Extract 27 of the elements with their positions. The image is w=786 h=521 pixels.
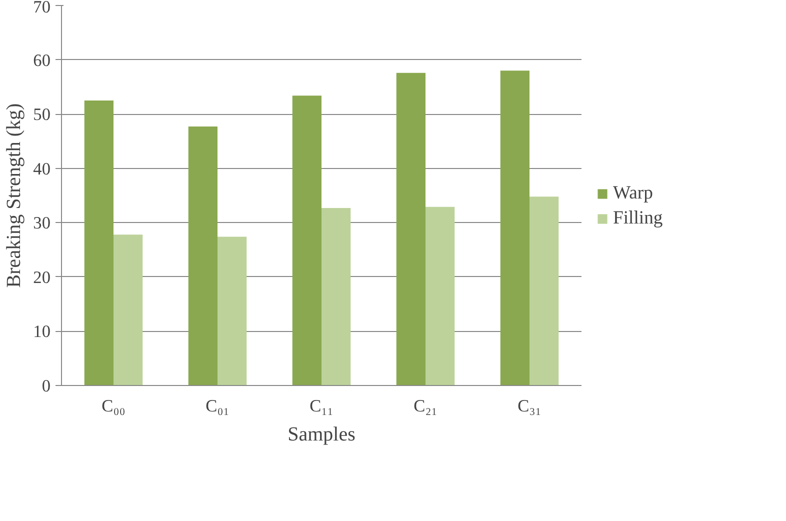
bar xyxy=(500,70,530,386)
x-tick-label: C₀₀ xyxy=(102,396,126,416)
bar xyxy=(292,96,322,386)
y-tick-label: 0 xyxy=(42,376,51,396)
x-tick-label: C₁₁ xyxy=(310,396,334,416)
x-tick-label: C₂₁ xyxy=(414,396,438,416)
bar xyxy=(426,206,455,386)
y-tick-label: 10 xyxy=(33,322,50,342)
bar xyxy=(530,196,559,386)
x-tick-label: C₃₁ xyxy=(518,396,542,416)
bar xyxy=(322,208,351,386)
legend-label: Warp xyxy=(613,182,653,204)
bar xyxy=(188,126,218,386)
y-tick-label: 20 xyxy=(33,268,50,287)
y-tick-label: 40 xyxy=(33,159,50,178)
legend-label: Filling xyxy=(613,208,663,230)
x-axis-title: Samples xyxy=(288,424,356,446)
y-axis-title: Breaking Strength (kg) xyxy=(3,103,26,288)
y-tick-label: 60 xyxy=(33,50,50,70)
bar xyxy=(218,236,247,386)
bar xyxy=(84,100,114,386)
y-tick-label: 70 xyxy=(33,0,50,16)
bar xyxy=(114,234,143,386)
x-tick-label: C₀₁ xyxy=(206,396,230,416)
y-tick-label: 30 xyxy=(33,214,50,233)
bar xyxy=(396,72,426,386)
y-tick-label: 50 xyxy=(33,105,50,124)
